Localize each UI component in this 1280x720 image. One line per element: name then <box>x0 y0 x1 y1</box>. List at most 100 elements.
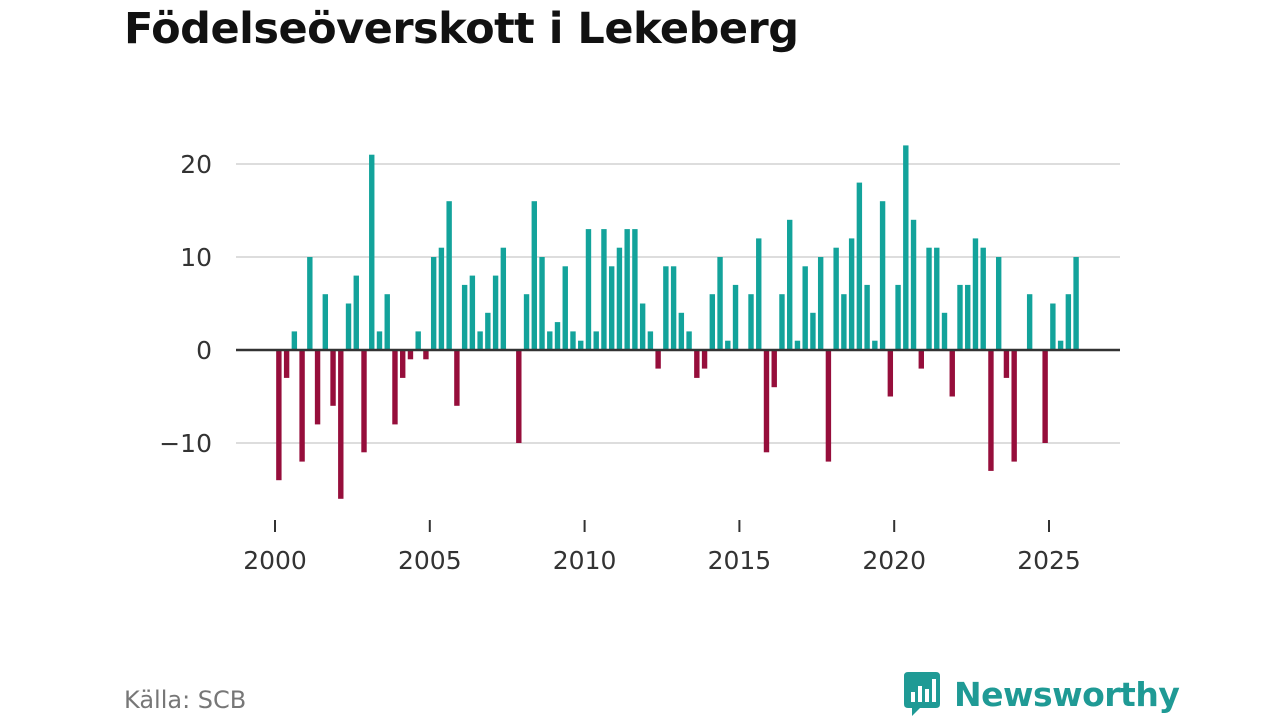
bar <box>802 266 808 350</box>
bar <box>980 247 986 350</box>
bar <box>848 238 855 350</box>
bar <box>446 201 452 350</box>
bar <box>879 201 886 350</box>
y-tick-label: 0 <box>196 336 212 365</box>
bar <box>872 340 878 350</box>
bar <box>384 294 390 350</box>
bar <box>1003 350 1010 378</box>
x-tick-label: 2025 <box>1017 546 1081 575</box>
bar <box>361 350 367 453</box>
bar <box>709 294 716 350</box>
bar <box>895 284 901 350</box>
bar <box>910 219 917 350</box>
y-tick-label: −10 <box>159 429 212 458</box>
source-note: Källa: SCB <box>124 686 247 714</box>
bar <box>523 294 530 350</box>
bar <box>949 350 955 397</box>
bars <box>276 145 1079 499</box>
bar <box>624 229 630 350</box>
bar <box>965 284 971 350</box>
bar <box>1011 350 1017 462</box>
bar <box>887 350 894 397</box>
bar <box>995 257 1002 350</box>
bar <box>941 312 948 350</box>
bar <box>918 350 924 369</box>
bar <box>400 350 406 378</box>
brand-logo: Newsworthy <box>902 670 1180 718</box>
bar <box>578 340 584 350</box>
bar <box>701 350 708 369</box>
bar <box>817 257 824 350</box>
bar <box>864 284 870 350</box>
bar <box>608 266 615 350</box>
x-tick-label: 2015 <box>708 546 772 575</box>
bar <box>593 331 599 350</box>
newsworthy-logo-icon <box>904 672 940 716</box>
bar <box>554 322 561 350</box>
bar <box>1065 294 1072 350</box>
bar <box>856 182 863 350</box>
bar <box>794 340 801 350</box>
bar <box>570 331 576 350</box>
bar <box>756 238 762 350</box>
bar <box>516 350 522 443</box>
bar <box>732 284 739 350</box>
bar <box>748 294 754 350</box>
bar <box>283 350 290 378</box>
chart-title: Födelseöverskott i Lekeberg <box>124 4 799 54</box>
bar <box>1042 350 1048 443</box>
axes: −10 0 10 20 2000 2005 2010 2015 2020 2025 <box>159 150 1120 575</box>
bar <box>678 312 685 350</box>
bar <box>926 247 932 350</box>
bar <box>353 275 359 350</box>
bar <box>934 247 940 350</box>
y-tick-label: 10 <box>180 243 212 272</box>
bar <box>330 350 336 406</box>
bar <box>779 294 785 350</box>
bar <box>694 350 700 378</box>
bar <box>376 331 383 350</box>
bar <box>500 247 507 350</box>
bar <box>477 331 483 350</box>
bar <box>725 340 731 350</box>
bar <box>539 257 545 350</box>
bar <box>833 247 839 350</box>
bar <box>338 350 344 499</box>
x-tick-label: 2010 <box>553 546 617 575</box>
bar <box>957 284 963 350</box>
bar <box>825 350 832 462</box>
x-tick-label: 2000 <box>243 546 307 575</box>
bar <box>632 229 638 350</box>
bar <box>1057 340 1064 350</box>
bar <box>655 350 661 369</box>
bar <box>492 275 499 350</box>
bar <box>787 219 793 350</box>
bar <box>392 350 398 425</box>
bar <box>616 247 623 350</box>
bar <box>686 331 692 350</box>
bar <box>1050 303 1056 350</box>
bar <box>407 350 414 360</box>
bar <box>972 238 979 350</box>
bar <box>454 350 460 406</box>
bar <box>647 331 654 350</box>
bar <box>461 284 468 350</box>
bar <box>670 266 677 350</box>
bar <box>841 294 847 350</box>
bar <box>547 331 553 350</box>
y-tick-label: 20 <box>180 150 212 179</box>
bar <box>771 350 777 388</box>
bar <box>314 350 321 425</box>
bar <box>438 247 445 350</box>
bar <box>485 312 491 350</box>
bar <box>423 350 429 360</box>
bar <box>585 229 592 350</box>
bar <box>562 266 568 350</box>
bar <box>663 266 669 350</box>
bar <box>1073 257 1079 350</box>
bar <box>307 257 313 350</box>
x-tick-label: 2005 <box>398 546 462 575</box>
bar <box>430 257 437 350</box>
bar <box>639 303 646 350</box>
